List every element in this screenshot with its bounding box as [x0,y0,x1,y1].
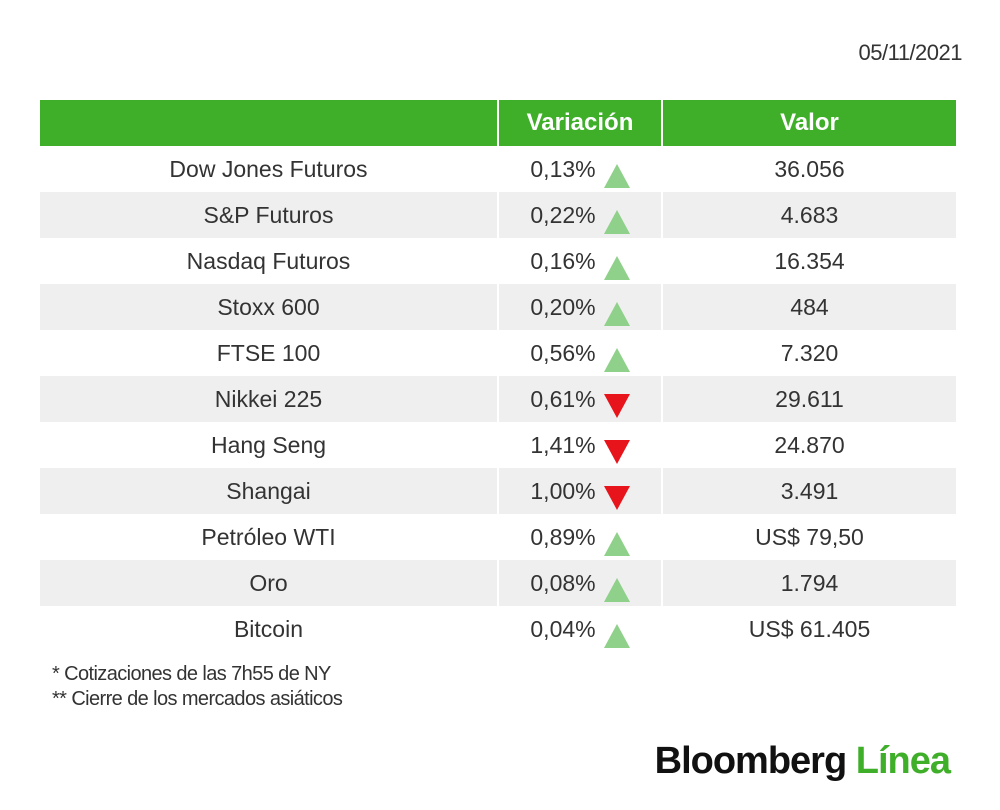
market-variation: 1,41% [530,431,596,458]
market-value: 4.683 [661,192,956,238]
table-row: Bitcoin 0,04% US$ 61.405 [40,606,956,652]
table-row: Oro 0,08% 1.794 [40,560,956,606]
market-variation-cell: 0,20% [497,284,662,330]
market-variation: 0,56% [530,339,596,366]
market-name: Dow Jones Futuros [40,146,498,192]
market-name: Nasdaq Futuros [40,238,498,284]
market-name: Stoxx 600 [40,284,498,330]
table-row: Petróleo WTI 0,89% US$ 79,50 [40,514,956,560]
triangle-up-icon [603,348,630,372]
triangle-down-icon [603,394,630,418]
market-name: FTSE 100 [40,330,498,376]
market-variation-cell: 0,89% [497,514,662,560]
logo-brand: Bloomberg [654,740,848,782]
triangle-down-icon [603,440,630,464]
market-variation-cell: 0,08% [497,560,662,606]
market-variation-cell: 0,16% [497,238,662,284]
triangle-down-icon [603,486,630,510]
table-row: Dow Jones Futuros 0,13% 36.056 [40,146,956,192]
market-variation-cell: 1,41% [497,422,662,468]
market-value: US$ 61.405 [661,606,956,652]
market-value: 24.870 [661,422,956,468]
triangle-up-icon [603,624,630,648]
market-name: Shangai [40,468,498,514]
date-label: 05/11/2021 [858,40,963,65]
table-row: Nikkei 225 0,61% 29.611 [40,376,956,422]
market-value: 36.056 [661,146,956,192]
header-name [40,100,498,146]
table-row: Shangai 1,00% 3.491 [40,468,956,514]
table-row: FTSE 100 0,56% 7.320 [40,330,956,376]
market-name: Oro [40,560,498,606]
triangle-up-icon [603,302,630,326]
footnotes: * Cotizaciones de las 7h55 de NY ** Cier… [52,662,343,712]
market-name: Bitcoin [40,606,498,652]
market-variation: 0,08% [530,569,596,596]
table-row: Stoxx 600 0,20% 484 [40,284,956,330]
market-value: 16.354 [661,238,956,284]
market-value: 1.794 [661,560,956,606]
market-variation-cell: 0,13% [497,146,662,192]
market-value: US$ 79,50 [661,514,956,560]
market-value: 7.320 [661,330,956,376]
market-variation-cell: 1,00% [497,468,662,514]
triangle-up-icon [603,578,630,602]
market-variation: 0,61% [530,385,596,412]
header-value: Valor [661,100,956,146]
header-variation: Variación [497,100,662,146]
footnote-2: ** Cierre de los mercados asiáticos [52,688,343,710]
market-variation-cell: 0,22% [497,192,662,238]
market-variation: 0,04% [530,615,596,642]
table-row: Nasdaq Futuros 0,16% 16.354 [40,238,956,284]
market-variation-cell: 0,04% [497,606,662,652]
market-variation: 0,20% [530,293,596,320]
market-variation-cell: 0,56% [497,330,662,376]
market-table: Variación Valor Dow Jones Futuros 0,13% 36… [40,100,956,652]
table-body: Dow Jones Futuros 0,13% 36.056 S&P Futuros 0… [40,146,956,652]
market-name: Nikkei 225 [40,376,498,422]
market-variation: 0,16% [530,247,596,274]
market-name: S&P Futuros [40,192,498,238]
logo-sub: Línea [855,740,951,782]
triangle-up-icon [603,164,630,188]
triangle-up-icon [603,210,630,234]
footnote-1: * Cotizaciones de las 7h55 de NY [52,663,331,685]
market-value: 484 [661,284,956,330]
market-name: Petróleo WTI [40,514,498,560]
triangle-up-icon [603,256,630,280]
market-variation: 0,13% [530,155,596,182]
market-variation-cell: 0,61% [497,376,662,422]
table-row: S&P Futuros 0,22% 4.683 [40,192,956,238]
market-variation: 1,00% [530,477,596,504]
table-row: Hang Seng 1,41% 24.870 [40,422,956,468]
market-name: Hang Seng [40,422,498,468]
bloomberg-linea-logo: Bloomberg Línea [654,740,951,783]
market-value: 29.611 [661,376,956,422]
market-variation: 0,89% [530,523,596,550]
market-value: 3.491 [661,468,956,514]
market-variation: 0,22% [530,201,596,228]
triangle-up-icon [603,532,630,556]
table-header: Variación Valor [40,100,956,146]
